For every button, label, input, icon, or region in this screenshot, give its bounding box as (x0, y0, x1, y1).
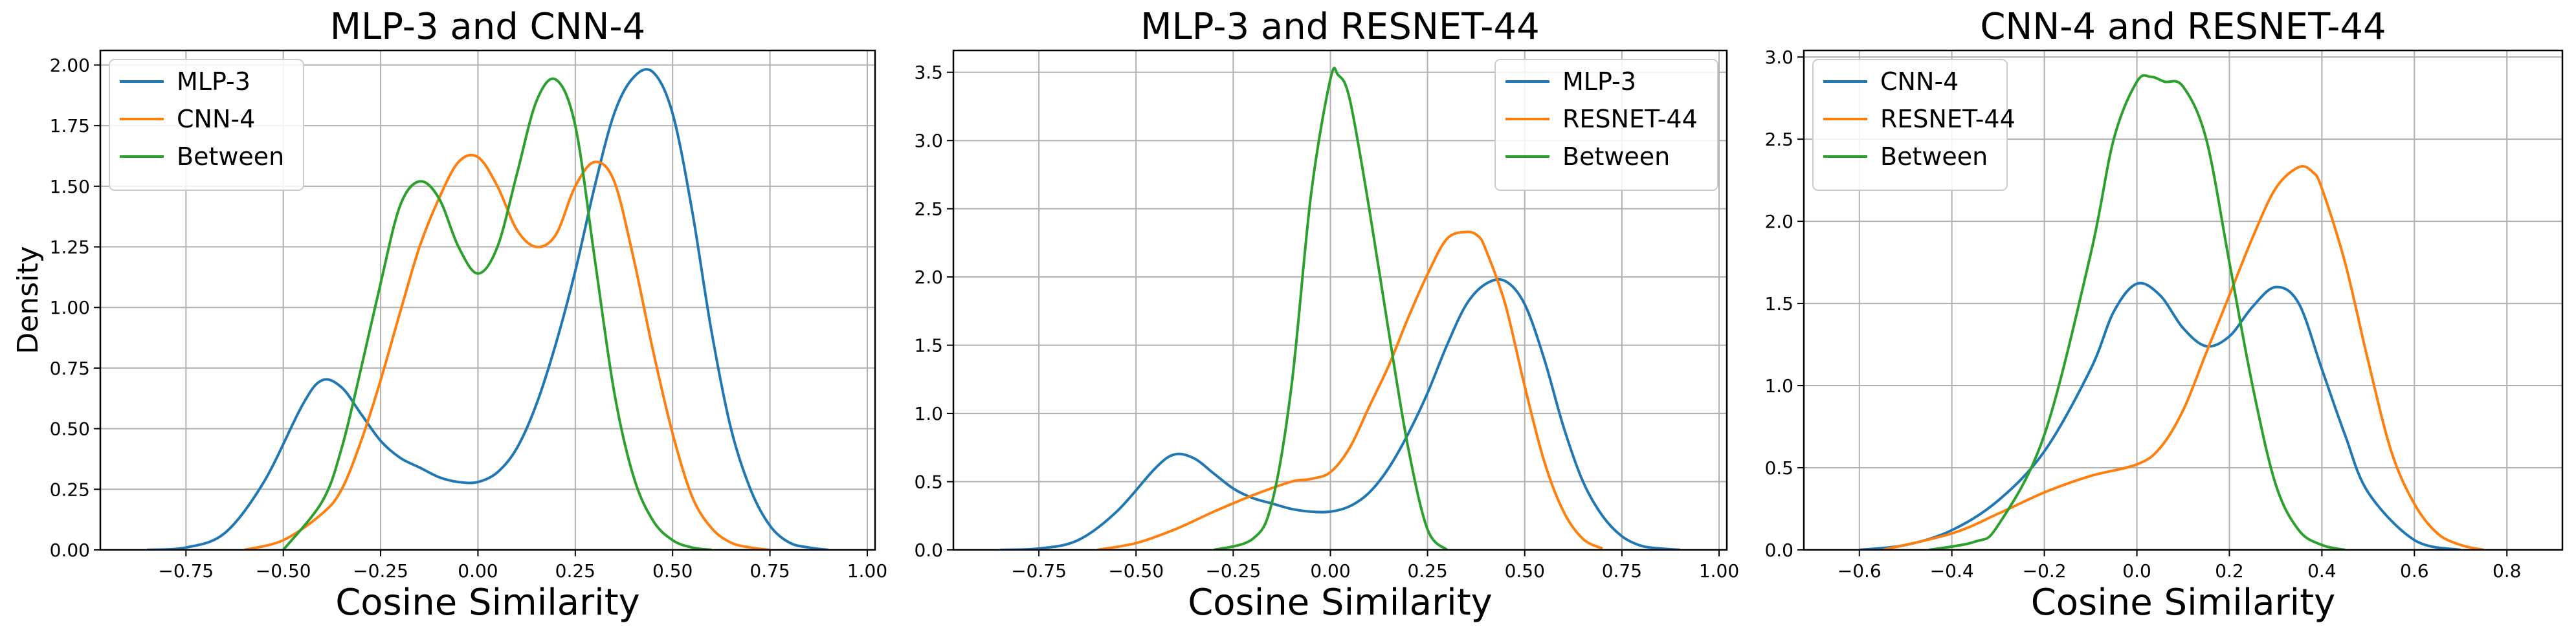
y-tick-label: 1.50 (50, 176, 90, 197)
series-line-cnn-4 (1859, 281, 2461, 550)
x-tick-label: 0.50 (652, 560, 693, 582)
legend-label: MLP-3 (1562, 67, 1636, 96)
y-tick-label: 1.75 (50, 115, 90, 137)
y-tick-label: 3.0 (1764, 47, 1793, 68)
chart-title: CNN-4 and RESNET-44 (1980, 6, 2386, 48)
x-tick-label: −0.50 (1108, 560, 1164, 582)
x-tick-label: −0.75 (158, 560, 214, 582)
legend: MLP-3 CNN-4 Between (109, 59, 304, 191)
series-line-cnn-4 (244, 153, 770, 550)
y-tick-label: 0.50 (50, 419, 90, 440)
y-tick-label: 0.5 (914, 472, 943, 493)
x-tick-label: 0.4 (2307, 560, 2337, 582)
x-tick-label: −0.6 (1838, 560, 1882, 582)
y-tick-label: 0.0 (1764, 540, 1793, 561)
x-tick-label: 0.8 (2493, 560, 2522, 582)
x-tick-label: 0.2 (2215, 560, 2244, 582)
legend-label: Between (177, 142, 284, 171)
x-tick-label: −0.50 (256, 560, 311, 582)
y-tick-label: 1.00 (50, 297, 90, 318)
y-tick-label: 2.5 (914, 199, 943, 220)
legend-label: CNN-4 (1880, 67, 1959, 96)
series-line-between (1928, 74, 2346, 550)
legend-label: RESNET-44 (1880, 105, 2015, 133)
x-tick-label: 0.6 (2400, 560, 2429, 582)
legend: CNN-4 RESNET-44 Between (1812, 59, 2015, 191)
y-tick-label: 0.0 (914, 540, 943, 561)
series-line-mlp-3 (1000, 278, 1681, 550)
y-tick-label: 2.0 (914, 267, 943, 288)
x-tick-label: 0.50 (1505, 560, 1545, 582)
x-axis-label: Cosine Similarity (2031, 582, 2336, 624)
legend-box (1494, 59, 1718, 191)
chart-panel-1: −0.75 −0.50 −0.25 0.00 0.25 0.50 0.75 1.00 0.00 0… (12, 6, 887, 624)
legend-label: Between (1880, 142, 1988, 171)
legend-label: Between (1562, 142, 1670, 171)
y-axis-label: Density (12, 246, 45, 354)
x-tick-label: 0.75 (1602, 560, 1642, 582)
x-tick-label: 1.00 (847, 560, 887, 582)
chart-title: MLP-3 and RESNET-44 (1140, 6, 1540, 48)
axes-frame (1803, 49, 2564, 551)
x-tick-label: −0.4 (1930, 560, 1974, 582)
series-line-between (1213, 67, 1449, 550)
y-tick-label: 0.00 (50, 540, 90, 561)
y-tick-label: 1.0 (1764, 375, 1793, 397)
axes-frame (99, 49, 876, 551)
x-tick-label: −0.25 (353, 560, 408, 582)
y-tick-label: 2.00 (50, 54, 90, 76)
x-axis-label: Cosine Similarity (335, 582, 640, 624)
series-line-mlp-3 (147, 68, 829, 550)
series-line-resnet-44 (1096, 230, 1603, 550)
legend-label: RESNET-44 (1562, 105, 1698, 133)
y-tick-label: 2.0 (1764, 211, 1793, 232)
x-tick-label: 0.25 (1407, 560, 1447, 582)
axes-frame (952, 49, 1728, 551)
series-line-between (282, 77, 712, 550)
y-tick-label: 1.5 (914, 335, 943, 356)
y-tick-label: 3.5 (914, 62, 943, 83)
y-tick-label: 2.5 (1764, 129, 1793, 150)
y-tick-label: 1.25 (50, 237, 90, 258)
y-tick-label: 1.0 (914, 403, 943, 424)
legend-label: CNN-4 (177, 105, 255, 133)
legend-label: MLP-3 (177, 67, 250, 96)
x-tick-label: 0.0 (2122, 560, 2151, 582)
x-tick-label: 0.75 (749, 560, 790, 582)
x-tick-label: 0.00 (1310, 560, 1350, 582)
x-tick-label: −0.75 (1011, 560, 1067, 582)
y-tick-label: 1.5 (1764, 293, 1793, 314)
x-axis-label: Cosine Similarity (1188, 582, 1493, 624)
y-tick-label: 0.25 (50, 479, 90, 500)
x-tick-label: −0.25 (1205, 560, 1261, 582)
series-line-resnet-44 (1882, 164, 2484, 550)
chart-panel-2: −0.75 −0.50 −0.25 0.00 0.25 0.50 0.75 1.00 0.0 0.… (914, 6, 1739, 624)
x-tick-label: 0.00 (458, 560, 498, 582)
chart-title: MLP-3 and CNN-4 (330, 6, 646, 48)
y-tick-label: 0.75 (50, 358, 90, 379)
legend: MLP-3 RESNET-44 Between (1494, 59, 1718, 191)
chart-panel-3: −0.6 −0.4 −0.2 0.0 0.2 0.4 0.6 0.8 0.0 0.5 1.0 1.5 2… (1764, 6, 2564, 624)
x-tick-label: 1.00 (1699, 560, 1739, 582)
y-tick-label: 0.5 (1764, 457, 1793, 479)
x-tick-label: 0.25 (555, 560, 595, 582)
x-tick-label: −0.2 (2023, 560, 2067, 582)
y-tick-label: 3.0 (914, 130, 943, 151)
